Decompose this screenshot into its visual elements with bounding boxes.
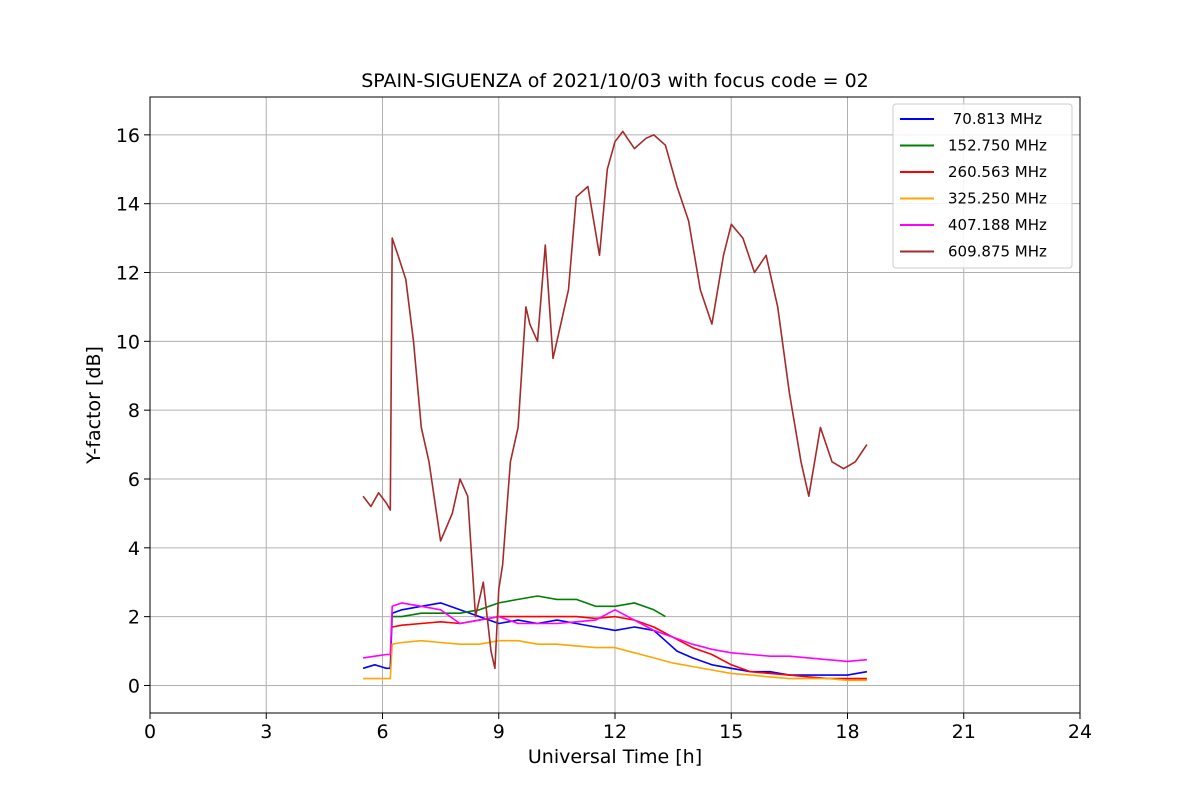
y-tick-label: 14 — [116, 194, 140, 216]
y-tick-label: 12 — [116, 263, 140, 285]
chart-title: SPAIN-SIGUENZA of 2021/10/03 with focus … — [361, 70, 869, 92]
y-tick-label: 16 — [116, 125, 140, 147]
x-tick-label: 0 — [144, 721, 156, 743]
y-tick-label: 8 — [128, 400, 140, 422]
legend-label-3: 325.250 MHz — [948, 190, 1047, 208]
series-line-3 — [363, 639, 867, 682]
legend-label-2: 260.563 MHz — [948, 163, 1047, 181]
x-tick-label: 21 — [952, 721, 976, 743]
legend-label-5: 609.875 MHz — [948, 243, 1047, 261]
y-tick-label: 6 — [128, 469, 140, 491]
series-line-0 — [362, 602, 868, 676]
y-tick-label: 10 — [116, 331, 140, 353]
legend-label-4: 407.188 MHz — [948, 216, 1047, 234]
y-tick-label: 0 — [128, 675, 140, 697]
legend-box — [892, 103, 1073, 269]
legend-label-1: 152.750 MHz — [948, 137, 1047, 155]
y-tick-label: 2 — [128, 607, 140, 629]
series-line-1 — [392, 595, 666, 618]
series-lines — [362, 130, 868, 682]
legend: 70.813 MHz 152.750 MHz 260.563 MHz 325.250 … — [892, 103, 1073, 269]
y-tick-label: 4 — [128, 538, 140, 560]
x-axis-title: Universal Time [h] — [528, 746, 702, 768]
x-tick-label: 3 — [260, 721, 272, 743]
x-tick-label: 6 — [376, 721, 388, 743]
x-tick-label: 12 — [603, 721, 627, 743]
x-tick-label: 15 — [719, 721, 743, 743]
y-axis-title: Y-factor [dB] — [83, 346, 105, 465]
series-line-5 — [362, 130, 868, 670]
x-tick-label: 18 — [835, 721, 859, 743]
x-tick-label: 9 — [493, 721, 505, 743]
x-tick-label: 24 — [1068, 721, 1092, 743]
legend-label-0: 70.813 MHz — [948, 110, 1042, 128]
series-line-4 — [362, 602, 867, 663]
